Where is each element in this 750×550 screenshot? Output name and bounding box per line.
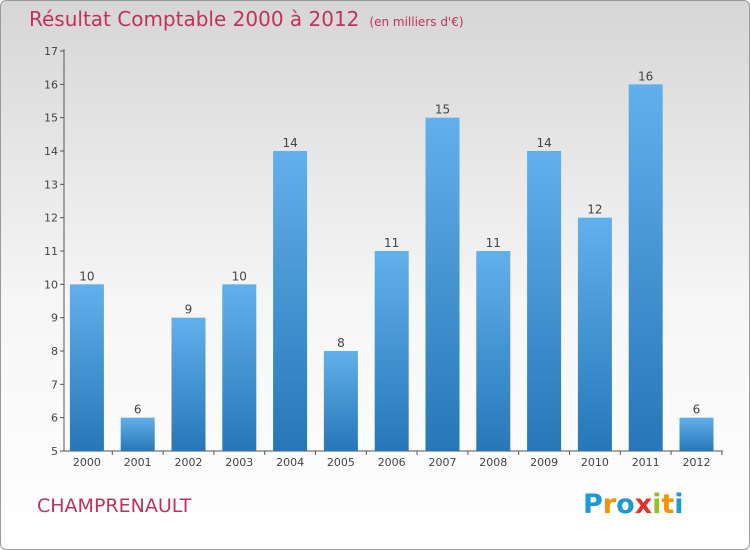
y-tick-label: 15	[44, 112, 58, 125]
y-tick-label: 6	[51, 412, 58, 425]
y-tick-label: 11	[44, 245, 58, 258]
x-tick-label: 2011	[632, 456, 660, 469]
bar	[69, 284, 104, 451]
x-tick-label: 2002	[175, 456, 203, 469]
y-tick-label: 12	[44, 212, 58, 225]
y-tick-label: 7	[51, 378, 58, 391]
logo-letter: i	[652, 489, 662, 520]
x-tick-label: 2012	[683, 456, 711, 469]
bar	[679, 417, 714, 451]
bar	[425, 117, 460, 452]
chart-title-main: Résultat Comptable 2000 à 2012	[29, 7, 360, 31]
bar	[222, 284, 257, 451]
y-tick-label: 13	[44, 178, 58, 191]
bar-value-label: 6	[134, 403, 142, 417]
y-tick-label: 10	[44, 278, 58, 291]
logo-letter: P	[583, 489, 603, 520]
x-tick-label: 2006	[378, 456, 406, 469]
x-tick-label: 2007	[429, 456, 457, 469]
bar	[374, 251, 409, 451]
bar	[171, 317, 206, 451]
logo-letter: r	[602, 489, 617, 520]
x-tick-label: 2009	[530, 456, 558, 469]
bar-value-label: 14	[536, 136, 551, 150]
chart-title-units: (en milliers d'€)	[369, 15, 464, 29]
logo-letter: o	[616, 489, 635, 520]
bar	[476, 251, 511, 451]
bar-value-label: 15	[435, 103, 450, 117]
y-tick-label: 14	[44, 145, 58, 158]
logo-letter: x	[634, 489, 653, 520]
bar	[273, 151, 308, 451]
y-tick-label: 9	[51, 312, 58, 325]
y-tick-label: 17	[44, 45, 58, 58]
bar-value-label: 11	[486, 236, 501, 250]
logo-letter: t	[661, 489, 675, 520]
bar-value-label: 16	[638, 69, 653, 83]
bar	[323, 351, 358, 451]
chart-title: Résultat Comptable 2000 à 2012 (en millie…	[29, 7, 464, 31]
x-tick-label: 2001	[124, 456, 152, 469]
bar-value-label: 11	[384, 236, 399, 250]
commune-name: CHAMPRENAULT	[37, 495, 192, 517]
x-tick-label: 2005	[327, 456, 355, 469]
y-tick-label: 8	[51, 345, 58, 358]
bar-value-label: 9	[185, 303, 193, 317]
bar-value-label: 10	[79, 269, 94, 283]
x-tick-label: 2008	[479, 456, 507, 469]
y-tick-label: 16	[44, 78, 58, 91]
y-tick-label: 5	[51, 445, 58, 458]
logo-letter: i	[674, 489, 684, 520]
x-tick-label: 2010	[581, 456, 609, 469]
bar	[527, 151, 562, 451]
x-tick-label: 2004	[276, 456, 304, 469]
bar	[628, 84, 663, 451]
bar	[120, 417, 155, 451]
bar-value-label: 14	[282, 136, 297, 150]
bar-value-label: 12	[587, 203, 602, 217]
x-tick-label: 2000	[73, 456, 101, 469]
x-tick-label: 2003	[225, 456, 253, 469]
bar-value-label: 8	[337, 336, 345, 350]
bar-value-label: 10	[232, 269, 247, 283]
bar-value-label: 6	[693, 403, 701, 417]
proxiti-logo: Proxiti	[583, 489, 684, 520]
bar	[577, 217, 612, 451]
